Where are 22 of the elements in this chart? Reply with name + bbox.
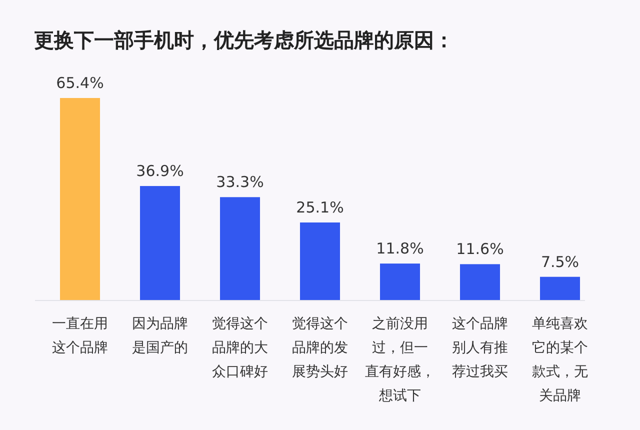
x-tick-label: 一直在用这个品牌 [52,316,108,356]
x-tick-label: 这个品牌别人有推荐过我买 [452,316,508,380]
bar [220,197,260,300]
data-label: 36.9% [136,162,184,180]
bar [540,276,580,300]
data-label: 65.4% [56,74,104,92]
x-tick-label: 之前没用过，但一直有好感，想试下 [365,316,435,404]
data-label: 33.3% [216,173,264,192]
bar [300,222,340,300]
bar [460,264,500,300]
data-label: 11.8% [376,240,424,258]
data-label: 7.5% [540,252,580,271]
data-label: 11.6% [456,240,504,258]
bar [380,264,420,300]
x-tick-label: 觉得这个品牌的大众口碑好 [212,316,268,380]
bar [60,98,100,300]
x-tick-label: 因为品牌是国产的 [132,316,188,356]
x-tick-label: 单纯喜欢它的某个款式，无关品牌 [532,316,588,404]
x-tick-label: 觉得这个品牌的发展势头好 [292,316,348,380]
bar [140,186,180,300]
data-label: 25.1% [296,198,344,216]
chart-title: 更换下一部手机时，优先考虑所选品牌的原因： [34,28,454,52]
